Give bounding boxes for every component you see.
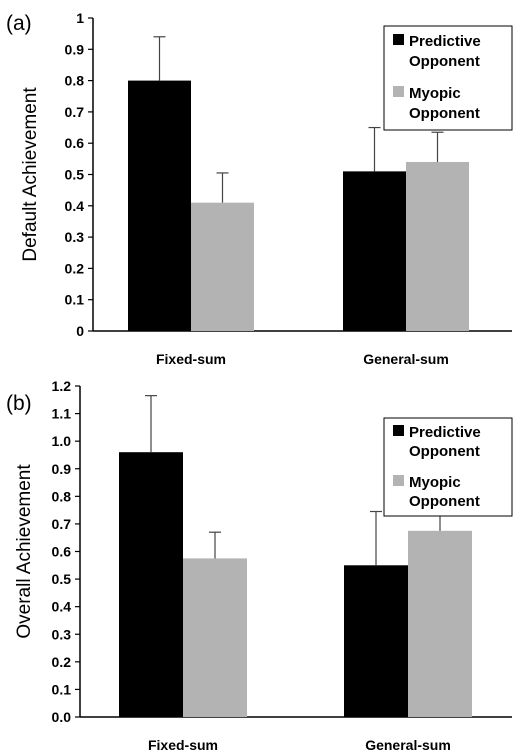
y-tick-label: 0.6 (52, 544, 72, 560)
error-bar (153, 36, 166, 81)
x-category-label: Fixed-sum (148, 737, 218, 753)
error-bar (216, 172, 229, 203)
legend-label: Predictive (409, 424, 481, 441)
y-axis-title: Overall Achievement (14, 464, 35, 639)
bar-predictive-general-sum (344, 565, 408, 717)
legend: Predictive Opponent Myopic Opponent (383, 417, 513, 517)
y-axis-title: Default Achievement (20, 87, 41, 262)
y-tick-label: 0.7 (65, 104, 85, 120)
y-tick-label: 1.0 (52, 433, 72, 449)
bar-myopic-fixed-sum (183, 558, 247, 717)
x-category-label: General-sum (365, 737, 451, 753)
y-tick-label: 0.1 (52, 681, 72, 697)
y-tick-label: 0.4 (52, 599, 72, 615)
y-tick-label: 0.9 (65, 41, 85, 57)
chart-panel-a: (a) 0 0.1 0.2 0.3 0.4 0.5 0.6 0.7 0.8 0.9 1 Default … (6, 10, 513, 367)
y-tick-label: 1 (76, 10, 84, 26)
x-category-label: Fixed-sum (156, 351, 226, 367)
y-tick-label: 0.4 (65, 198, 85, 214)
y-tick-label: 0 (76, 323, 84, 339)
y-tick-label: 1.1 (52, 406, 72, 422)
y-tick-label: 0.6 (65, 135, 85, 151)
legend-label: Opponent (409, 443, 480, 460)
y-tick-label: 0.3 (52, 626, 72, 642)
bar-myopic-general-sum (406, 161, 469, 331)
legend-box (383, 417, 513, 517)
legend-swatch (393, 475, 404, 486)
chart-panel-b: (b) 0.0 0.1 0.2 0.3 0.4 0.5 0.6 0.7 0.8 0.9 1.0 1.1 1… (6, 378, 513, 753)
legend-label: Myopic (409, 85, 461, 102)
legend-swatch (393, 86, 404, 97)
panel-label: (b) (6, 392, 32, 415)
bar-predictive-fixed-sum (119, 452, 183, 717)
error-bar (368, 126, 381, 172)
y-tick-label: 0.8 (65, 73, 85, 89)
y-tick-label: 0.2 (52, 654, 72, 670)
legend-label: Opponent (409, 53, 480, 70)
legend-label: Predictive (409, 33, 481, 50)
legend-box (383, 25, 513, 131)
y-tick-label: 0.0 (52, 709, 72, 725)
y-tick-label: 0.5 (52, 571, 72, 587)
y-tick-label: 1.2 (52, 378, 72, 394)
panel-label: (a) (6, 12, 32, 35)
bar-predictive-fixed-sum (128, 80, 191, 331)
legend-label: Opponent (409, 105, 480, 122)
y-tick-label: 0.9 (52, 461, 72, 477)
error-bar (431, 131, 444, 162)
y-tick-label: 0.3 (65, 229, 85, 245)
x-category-label: General-sum (363, 351, 449, 367)
legend-swatch (393, 425, 404, 436)
bar-predictive-general-sum (343, 171, 406, 331)
legend-swatch (393, 34, 404, 45)
y-tick-label: 0.8 (52, 488, 72, 504)
legend-label: Opponent (409, 493, 480, 510)
legend-label: Myopic (409, 474, 461, 491)
y-tick-label: 0.1 (65, 292, 85, 308)
y-tick-label: 0.5 (65, 167, 85, 183)
y-tick-label: 0.7 (52, 516, 72, 532)
error-bar (145, 395, 157, 453)
error-bar (370, 510, 382, 566)
bar-myopic-fixed-sum (191, 202, 254, 331)
y-tick-label: 0.2 (65, 260, 85, 276)
error-bar (209, 531, 221, 559)
bar-myopic-general-sum (408, 530, 472, 717)
legend: Predictive Opponent Myopic Opponent (383, 25, 513, 131)
